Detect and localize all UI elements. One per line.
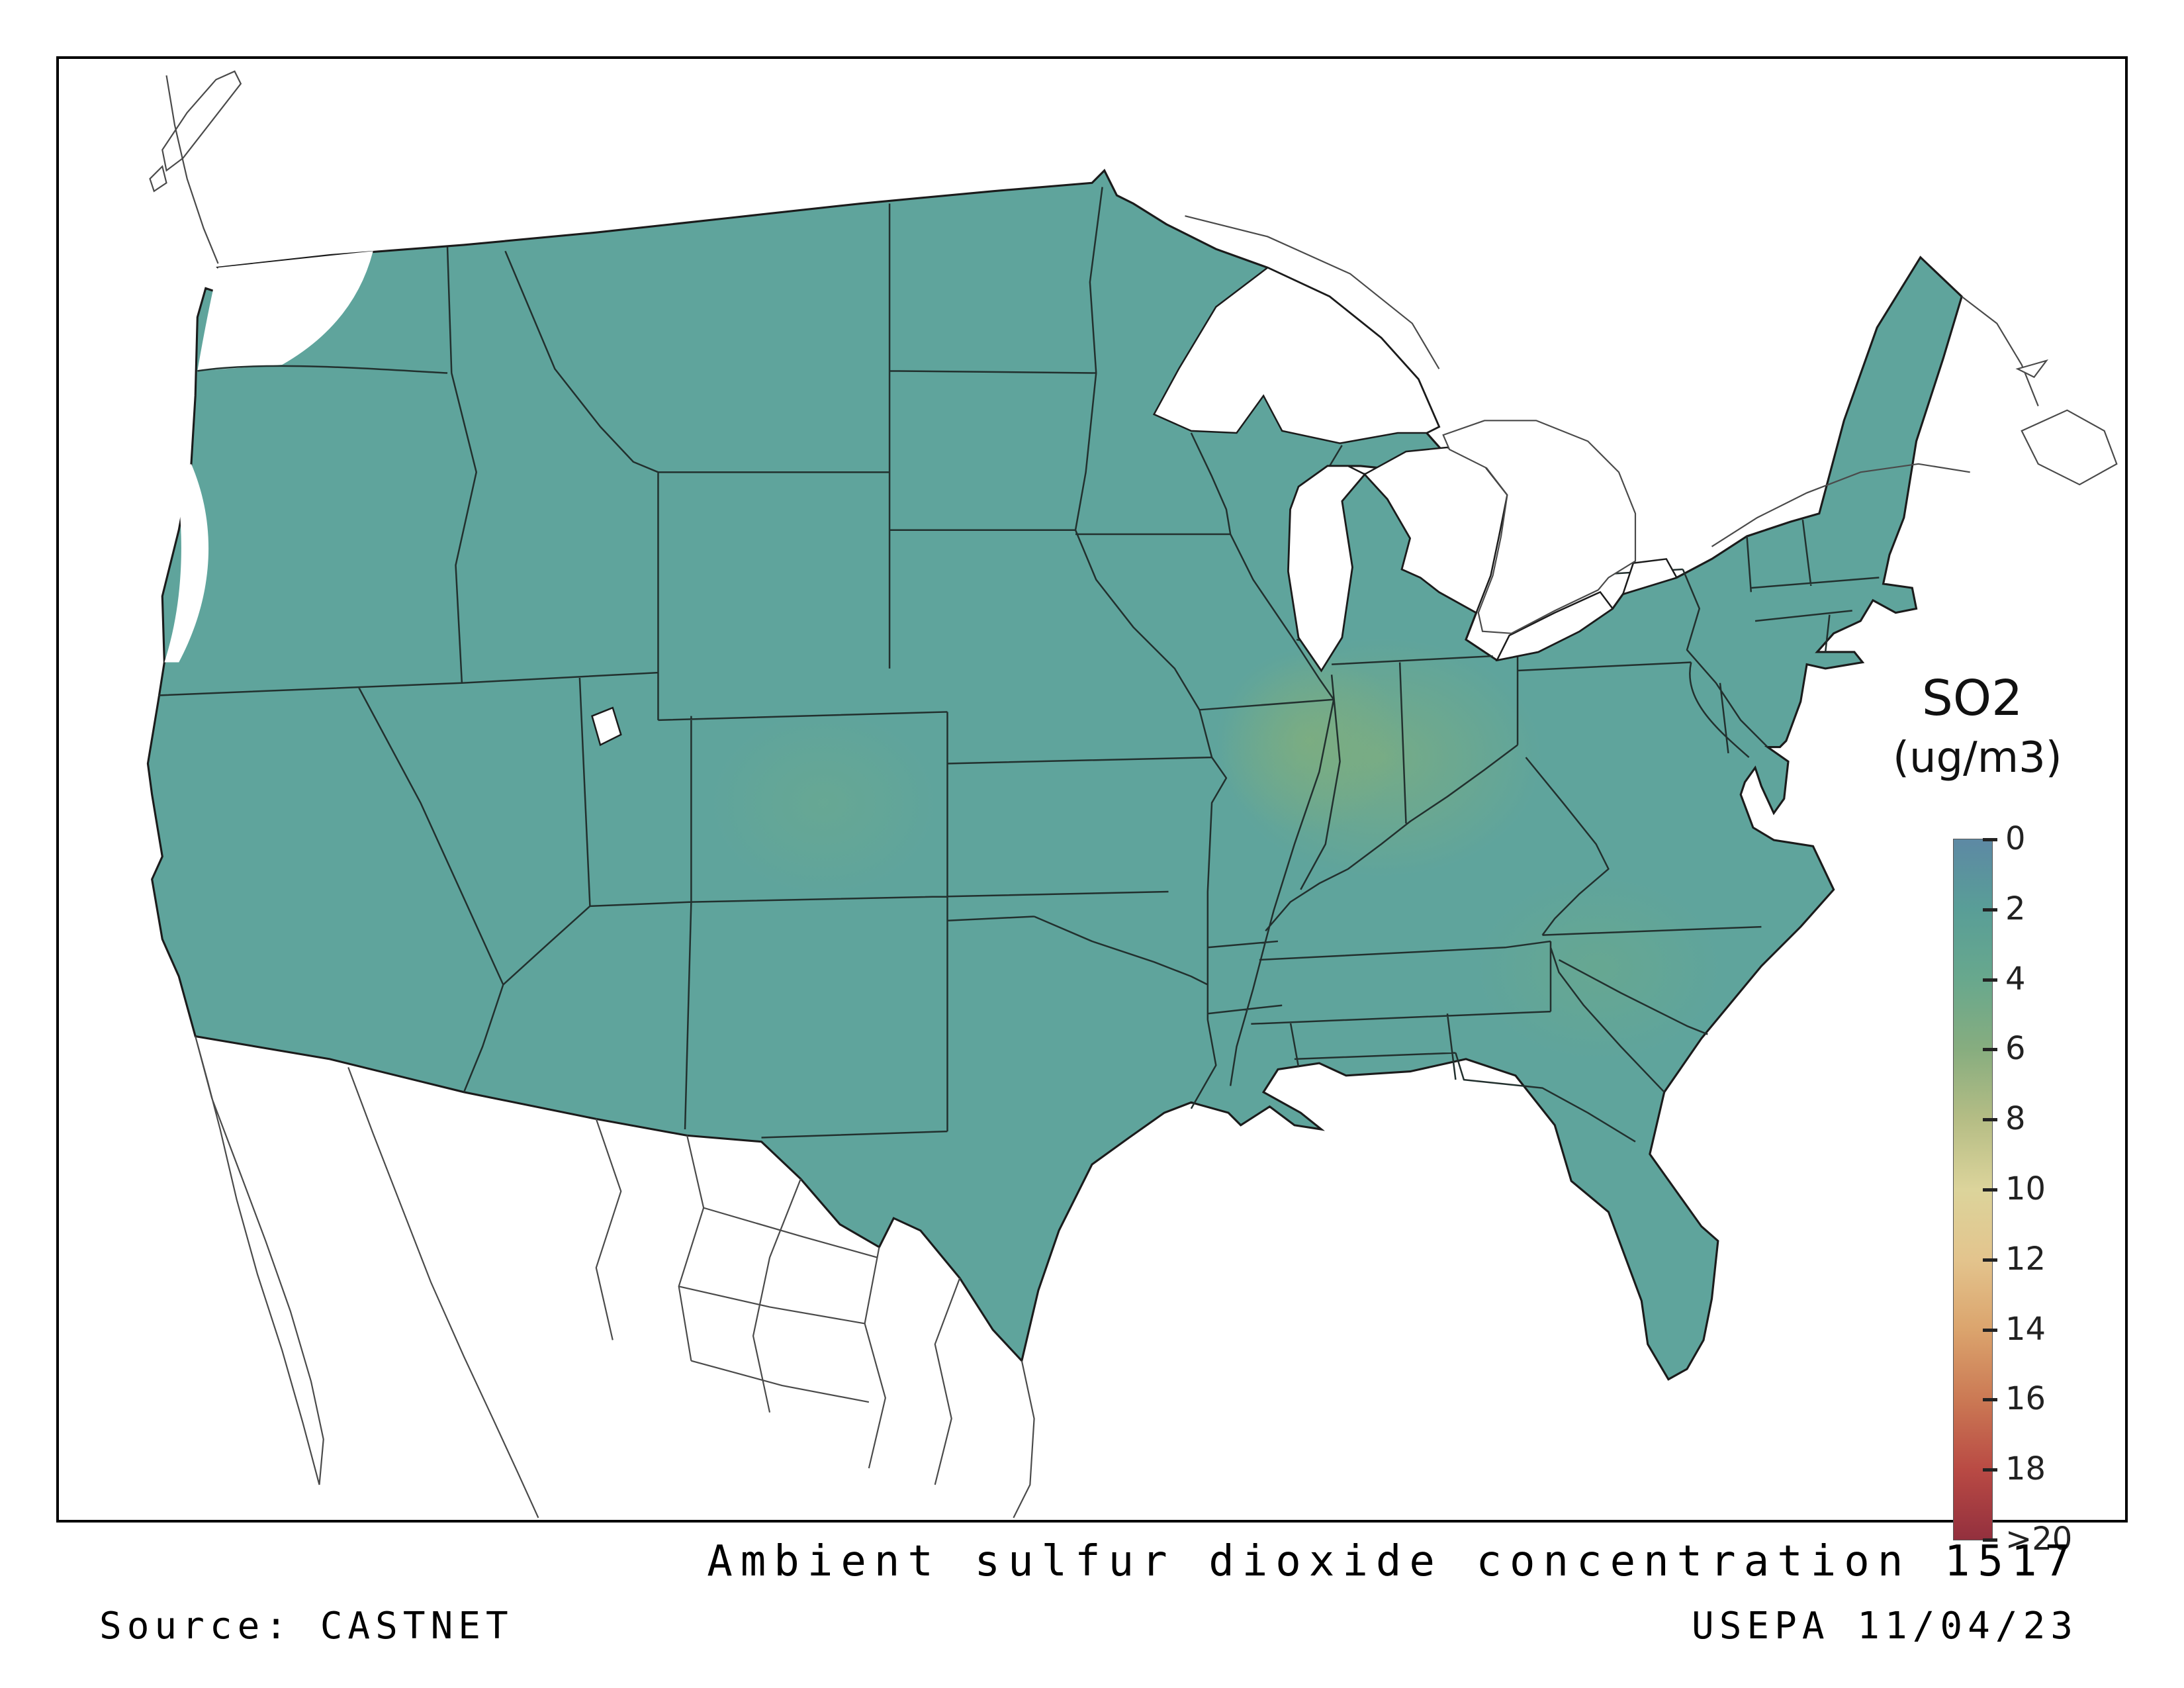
prince-edward-island (2015, 359, 2049, 379)
colorbar-tick-mark (1983, 838, 1997, 841)
baja-peninsula (195, 1036, 324, 1485)
bc-coastline (165, 75, 219, 264)
colorbar-tick-label: 4 (2005, 960, 2026, 998)
colorbar-tick-label: 2 (2005, 890, 2026, 927)
canada-ontario-peninsula (1442, 420, 1637, 634)
colorbar-tick-mark (1983, 1188, 1997, 1192)
colorbar-tick-label: 10 (2005, 1170, 2046, 1207)
map-title: Ambient sulfur dioxide concentration 151… (707, 1537, 2078, 1586)
nova-scotia (2021, 409, 2118, 486)
us-so2-map (146, 70, 2118, 1519)
lake-erie (1495, 590, 1614, 662)
lake-michigan (1287, 465, 1367, 673)
colorbar-tick-label: 16 (2005, 1380, 2046, 1418)
superior-north-shore (1185, 215, 1440, 369)
colorbar-tick-mark (1983, 1048, 1997, 1052)
colorbar-tick-label: 18 (2005, 1450, 2046, 1488)
colorbar-tick-mark (1983, 978, 1997, 982)
lake-superior (1152, 266, 1441, 444)
concentration-patches (709, 637, 1723, 1061)
colorbar-tick-mark (1983, 908, 1997, 912)
colorbar-tick-mark (1983, 1118, 1997, 1122)
colorbar-tick-mark (1983, 1328, 1997, 1332)
colorbar-tick-label: 6 (2005, 1030, 2026, 1068)
colorbar-tick-label: 14 (2005, 1310, 2046, 1348)
no-data-region-oregon-coast (164, 463, 209, 663)
mexico-state-lines (595, 1119, 961, 1485)
gulf-island (149, 165, 167, 193)
colorbar-tick-label: 8 (2005, 1100, 2026, 1138)
map-frame (56, 56, 2128, 1523)
colorbar-tick-mark (1983, 1398, 1997, 1402)
colorbar-tick-label: 0 (2005, 820, 2026, 857)
canada-outlines (149, 70, 2118, 547)
colorbar-tick-mark (1983, 1258, 1997, 1262)
no-data-region-washington (197, 251, 373, 371)
colorbar-tick-mark (1983, 1538, 1997, 1542)
mexico-west-coast (347, 1066, 539, 1519)
source-label: Source: CASTNET (99, 1605, 514, 1648)
mexico-east-coast (1013, 1360, 1035, 1519)
legend-title: SO2 (1921, 670, 2023, 727)
lake-ontario (1621, 558, 1678, 596)
mexico-outlines (195, 1036, 1035, 1519)
colorbar-tick-mark (1983, 1468, 1997, 1472)
new-brunswick-coast (1961, 296, 2039, 406)
st-lawrence-north-shore (1711, 463, 1970, 547)
great-salt-lake (591, 706, 622, 747)
colorbar-tick-label: 12 (2005, 1240, 2046, 1278)
legend-subtitle: (ug/m3) (1893, 733, 2062, 782)
vancouver-island (161, 70, 242, 172)
colorbar-tick-label: >20 (2005, 1521, 2073, 1558)
us-landmass (146, 168, 1963, 1381)
agency-date-label: USEPA 11/04/23 (1691, 1605, 2078, 1648)
